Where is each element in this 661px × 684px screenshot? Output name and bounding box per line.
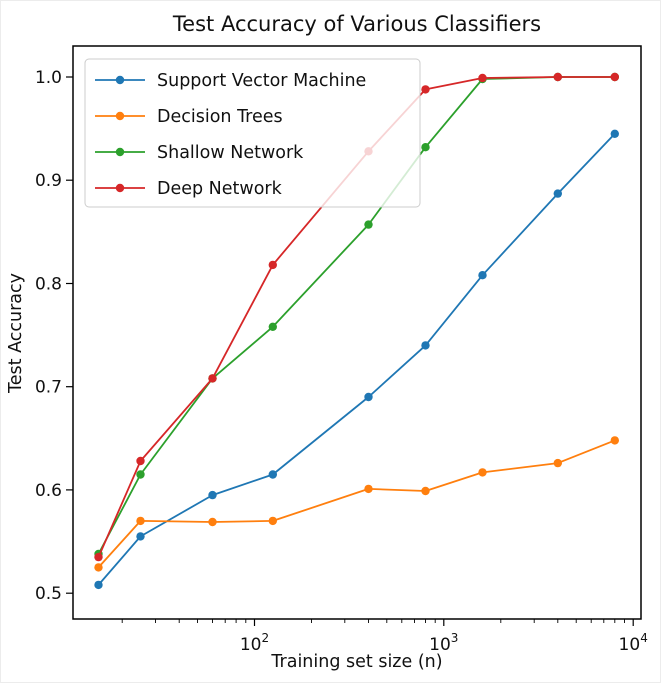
data-point-marker <box>364 484 373 494</box>
data-point-marker <box>136 470 145 479</box>
axes: 102 103 104 0.5 0.6 0.7 0.8 0.9 1.0 <box>35 45 648 655</box>
data-point-marker <box>478 468 487 477</box>
legend-marker <box>115 111 125 121</box>
data-point-marker <box>268 260 277 270</box>
legend-label: Shallow Network <box>157 143 304 163</box>
data-point-marker <box>553 458 562 468</box>
legend: Support Vector Machine Decision Trees Shal… <box>84 58 421 208</box>
legend-marker <box>115 75 125 85</box>
data-point-marker <box>94 552 103 562</box>
legend-label: Support Vector Machine <box>157 71 366 91</box>
x-tick-label: 104 <box>619 631 648 655</box>
data-point-marker <box>364 220 373 229</box>
x-tick-label: 102 <box>240 631 269 655</box>
data-point-marker <box>208 374 217 383</box>
data-point-marker <box>94 563 103 572</box>
legend-label: Decision Trees <box>157 107 283 127</box>
y-tick-label: 0.8 <box>35 275 62 295</box>
y-tick-label: 0.6 <box>35 481 62 501</box>
data-point-marker <box>610 129 619 138</box>
data-point-marker <box>610 436 619 445</box>
data-point-marker <box>208 517 217 527</box>
data-point-marker <box>478 73 487 83</box>
y-tick-label: 1.0 <box>35 68 62 88</box>
x-tick-label: 103 <box>429 631 458 655</box>
data-point-marker <box>553 189 562 198</box>
data-point-marker <box>421 341 430 350</box>
data-point-marker <box>478 271 487 280</box>
plot-frame <box>72 45 642 620</box>
chart-title: Test Accuracy of Various Classifiers <box>172 12 541 36</box>
data-point-marker <box>268 322 277 331</box>
data-point-marker <box>421 85 430 94</box>
series-decision-trees <box>94 436 619 572</box>
y-axis-label: Test Accuracy <box>6 273 26 394</box>
data-point-marker <box>364 392 373 402</box>
data-point-marker <box>136 516 145 526</box>
data-point-marker <box>136 456 145 466</box>
data-point-marker <box>268 516 277 526</box>
data-point-marker <box>553 72 562 82</box>
data-point-marker <box>268 470 277 479</box>
series-line-decision-trees <box>97 439 616 569</box>
data-point-marker <box>208 490 217 500</box>
x-axis-label: Training set size (n) <box>270 652 442 672</box>
y-tick-label: 0.7 <box>35 378 62 398</box>
y-tick-label: 0.9 <box>35 171 62 191</box>
legend-marker <box>115 147 125 157</box>
series-support-vector-machine <box>94 129 619 590</box>
data-point-marker <box>136 532 145 541</box>
legend-marker <box>115 183 125 193</box>
y-tick-label: 0.5 <box>35 584 62 604</box>
data-point-marker <box>421 486 430 496</box>
data-point-marker <box>421 143 430 152</box>
legend-label: Deep Network <box>157 179 283 199</box>
data-point-marker <box>94 580 103 590</box>
legend-box <box>84 58 421 208</box>
data-point-marker <box>610 72 619 82</box>
